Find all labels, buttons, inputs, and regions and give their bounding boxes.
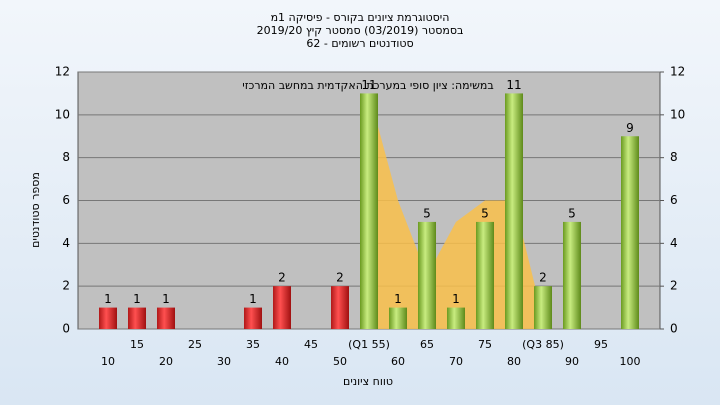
- y-tick-label: 12: [55, 65, 70, 79]
- x-tick-label: 100: [620, 355, 641, 368]
- data-label: 1: [104, 292, 112, 306]
- data-label: 2: [278, 271, 286, 285]
- data-label: 2: [336, 271, 344, 285]
- y-tick-label: 0: [62, 322, 70, 336]
- bar: [244, 307, 262, 329]
- data-label: 11: [361, 78, 376, 92]
- enrolled: סטודנטים רשומים - 62: [306, 37, 413, 50]
- x-tick-label: 70: [449, 355, 463, 368]
- data-label: 1: [452, 292, 460, 306]
- data-label: 1: [394, 292, 402, 306]
- bar: [273, 286, 291, 329]
- bar: [534, 286, 552, 329]
- bar: [505, 93, 523, 330]
- bar: [476, 221, 494, 329]
- y2-tick-label: 6: [670, 193, 678, 207]
- annotation: במשימה: ציון סופי במערכת האקדמית במחשב ה…: [242, 79, 493, 92]
- y-tick-label: 6: [62, 193, 70, 207]
- x-tick-label: 90: [565, 355, 579, 368]
- y-tick-label: 2: [62, 279, 70, 293]
- x-tick-label: 10: [101, 355, 115, 368]
- bar: [418, 221, 436, 329]
- bar: [563, 221, 581, 329]
- x-tick-label: 20: [159, 355, 173, 368]
- data-label: 1: [162, 292, 170, 306]
- bar: [99, 307, 117, 329]
- x-axis-label: טווח ציונים: [343, 375, 393, 388]
- bar: [128, 307, 146, 329]
- y-tick-label: 8: [62, 150, 70, 164]
- data-label: 9: [626, 121, 634, 135]
- x-tick-label: 95: [594, 338, 608, 351]
- y-axis-label: מספר סטודנטים: [29, 172, 42, 248]
- y2-tick-label: 10: [670, 107, 685, 121]
- y2-tick-label: 8: [670, 150, 678, 164]
- bar: [447, 307, 465, 329]
- chart-title: היסטוגרמת ציונים בקורס - פיסיקה 1מ: [271, 11, 450, 24]
- x-tick-label: 45: [304, 338, 318, 351]
- quartile-area: [369, 93, 543, 330]
- data-label: 11: [506, 78, 521, 92]
- bar: [389, 307, 407, 329]
- data-label: 5: [568, 206, 576, 220]
- data-label: 5: [423, 206, 431, 220]
- x-tick-label: (Q1 55): [348, 338, 390, 351]
- x-tick-label: 30: [217, 355, 231, 368]
- bar: [621, 136, 639, 329]
- x-tick-label: 65: [420, 338, 434, 351]
- x-tick-label: 35: [246, 338, 260, 351]
- x-tick-label: 60: [391, 355, 405, 368]
- data-label: 2: [539, 271, 547, 285]
- data-label: 1: [133, 292, 141, 306]
- y2-tick-label: 12: [670, 65, 685, 79]
- data-label: 5: [481, 206, 489, 220]
- x-tick-label: (Q3 85): [522, 338, 564, 351]
- chart-subtitle: בסמסטר (03/2019) סמסטר קיץ 2019/20: [257, 24, 464, 37]
- bar: [331, 286, 349, 329]
- y2-tick-label: 0: [670, 322, 678, 336]
- x-tick-label: 40: [275, 355, 289, 368]
- bar: [360, 93, 378, 330]
- x-tick-label: 25: [188, 338, 202, 351]
- y2-tick-label: 2: [670, 279, 678, 293]
- y2-tick-label: 4: [670, 236, 678, 250]
- y-tick-label: 10: [55, 107, 70, 121]
- x-tick-label: 80: [507, 355, 521, 368]
- bar: [157, 307, 175, 329]
- y-tick-label: 4: [62, 236, 70, 250]
- x-tick-label: 75: [478, 338, 492, 351]
- x-tick-label: 50: [333, 355, 347, 368]
- data-label: 1: [249, 292, 257, 306]
- x-tick-label: 15: [130, 338, 144, 351]
